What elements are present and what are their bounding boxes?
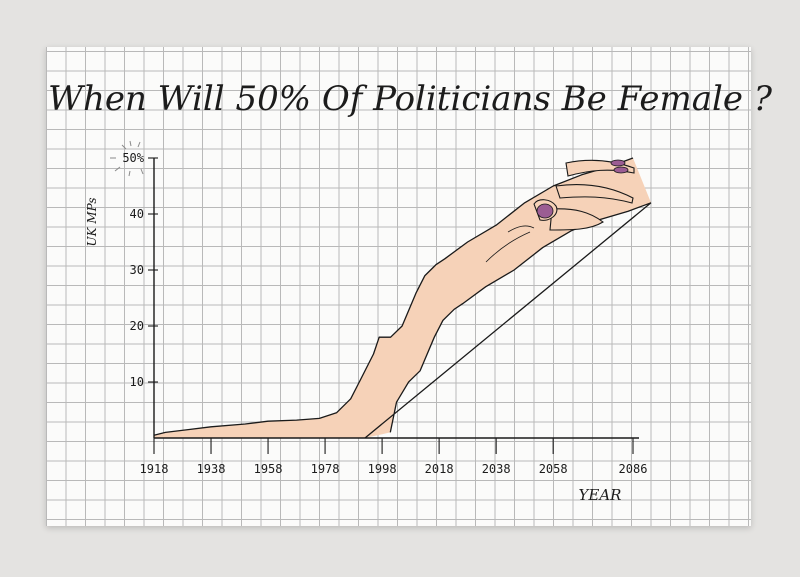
- palm-line: [485, 231, 531, 263]
- arm-underside-line: [364, 202, 652, 439]
- nail-shape: [536, 203, 554, 219]
- y-tick-label: 10: [130, 375, 144, 389]
- nail-shape: [610, 159, 626, 167]
- arm-area: [154, 158, 651, 438]
- finger-shape: [555, 183, 634, 204]
- series-line: [153, 157, 634, 436]
- knuckle-line: [507, 225, 535, 233]
- x-tick-label: 1938: [197, 462, 226, 476]
- sparkle-icon: [110, 140, 144, 177]
- graph-paper: [46, 47, 751, 526]
- finger-shape: [549, 208, 604, 231]
- x-tick-label: 1918: [140, 462, 169, 476]
- y-tick-label: 40: [130, 207, 144, 221]
- x-tick-label: 2058: [539, 462, 568, 476]
- x-tick-label: 1998: [368, 462, 397, 476]
- chart-title: When Will 50% Of Politicians Be Female ?: [48, 79, 773, 119]
- x-tick-label: 1958: [254, 462, 283, 476]
- y-tick-label: 50%: [122, 151, 144, 165]
- nail-shape: [613, 166, 629, 174]
- x-tick-label: 1978: [311, 462, 340, 476]
- x-tick-label: 2018: [425, 462, 454, 476]
- x-axis-label: YEAR: [579, 486, 622, 504]
- y-tick-label: 20: [130, 319, 144, 333]
- x-tick-label: 2038: [482, 462, 511, 476]
- x-tick-label: 2086: [619, 462, 648, 476]
- y-axis-label: UK MPs: [85, 197, 99, 246]
- y-tick-label: 30: [130, 263, 144, 277]
